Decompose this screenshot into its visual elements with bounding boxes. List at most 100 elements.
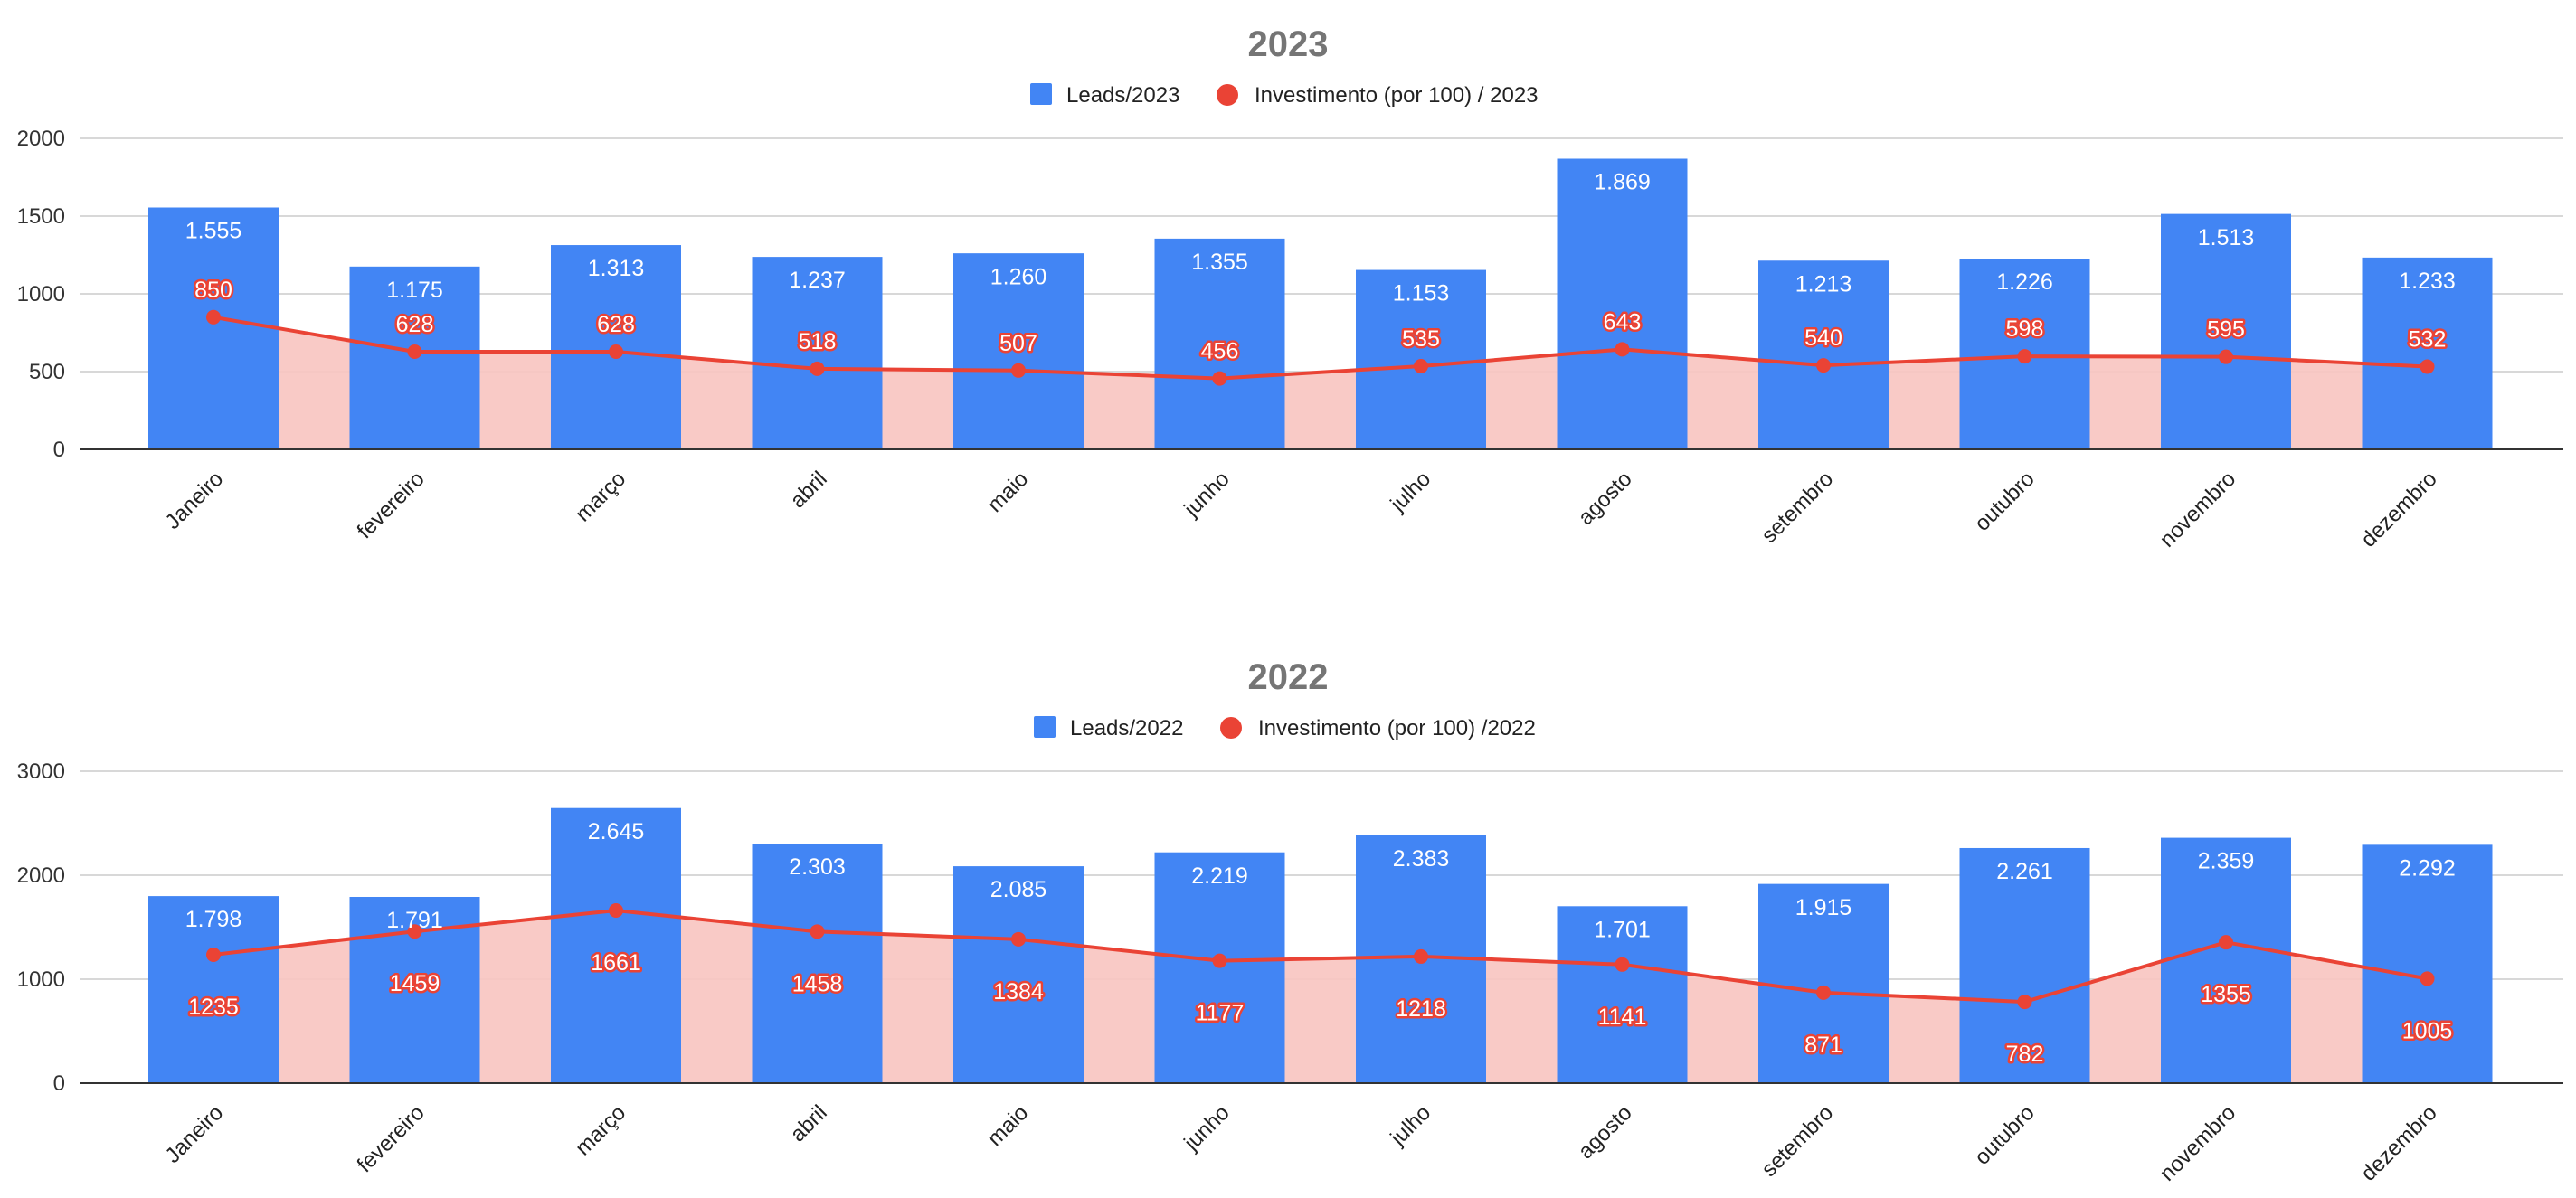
x-category-label: julho	[1386, 467, 1436, 517]
bar-data-label: 1.869	[1594, 170, 1651, 195]
line-point	[2420, 359, 2435, 374]
bar-data-label: 1.355	[1191, 250, 1248, 275]
x-category-label: abril	[786, 467, 832, 513]
x-category-label: março	[571, 467, 630, 526]
line-point	[1011, 363, 1026, 378]
bar	[953, 253, 1084, 449]
bar	[1758, 260, 1889, 449]
legend-swatch-bars	[1030, 83, 1052, 105]
y-tick-label: 0	[53, 1071, 65, 1096]
x-category-label: março	[571, 1100, 630, 1160]
line-point	[2420, 971, 2435, 986]
line-data-label: 1458	[792, 971, 843, 996]
x-category-label: fevereiro	[353, 467, 430, 543]
legend-swatch-line	[1217, 84, 1238, 106]
line-data-label: 628	[597, 312, 635, 337]
bar	[2362, 844, 2493, 1083]
bar	[1557, 906, 1688, 1083]
series-line	[213, 315, 2428, 381]
x-category-label: maio	[982, 467, 1033, 517]
line-data-label: 1661	[591, 950, 641, 976]
legend-swatch-bars	[1034, 716, 1056, 738]
y-tick-label: 3000	[17, 759, 65, 784]
x-category-label: agosto	[1574, 467, 1637, 530]
bar-data-label: 1.233	[2399, 269, 2456, 294]
x-category-label: Janeiro	[160, 1100, 228, 1168]
y-tick-label: 1500	[17, 204, 65, 229]
bar-data-label: 1.260	[990, 264, 1047, 289]
bar-data-label: 2.303	[789, 854, 846, 880]
bar-data-label: 1.313	[588, 256, 645, 281]
legend-label-line: Investimento (por 100) / 2023	[1255, 83, 1539, 108]
x-category-label: abril	[786, 1100, 832, 1146]
line-data-label: 456	[1201, 339, 1239, 364]
bar-data-label: 1.226	[1996, 269, 2053, 295]
bar-data-label: 1.153	[1393, 281, 1450, 307]
bar-data-label: 1.175	[386, 278, 443, 303]
bar-data-label: 1.798	[185, 907, 242, 932]
line-point	[206, 309, 221, 325]
line-data-label: 1384	[993, 979, 1044, 1005]
x-category-label: julho	[1386, 1100, 1436, 1151]
line-point	[1011, 931, 1026, 947]
line-point	[206, 947, 221, 962]
legend-swatch-line	[1220, 717, 1242, 739]
line-point	[609, 902, 623, 918]
line-point	[1414, 948, 1428, 964]
bar-data-label: 1.213	[1795, 271, 1852, 297]
line-point	[1212, 371, 1227, 386]
bar	[1758, 883, 1889, 1083]
bar	[1557, 158, 1688, 450]
line-data-label: 1005	[2402, 1018, 2453, 1043]
line-data-label: 507	[999, 331, 1037, 356]
legend-label-bars: Leads/2022	[1070, 716, 1183, 740]
bar	[2362, 257, 2493, 449]
line-point	[2017, 995, 2032, 1010]
line-data-label: 518	[799, 329, 837, 354]
bar-data-label: 2.645	[588, 819, 645, 844]
bar-data-label: 1.915	[1795, 895, 1852, 920]
bar-data-label: 1.791	[386, 908, 443, 933]
x-category-label: junho	[1179, 1100, 1234, 1156]
chart-title: 2023	[1248, 24, 1329, 64]
x-category-label: novembro	[2155, 1100, 2241, 1186]
x-category-label: Janeiro	[160, 467, 228, 534]
x-category-label: maio	[982, 1100, 1033, 1151]
area-fill	[213, 316, 2428, 449]
line-data-label: 1141	[1598, 1005, 1647, 1030]
x-category-label: setembro	[1757, 467, 1838, 548]
line-point	[810, 361, 825, 376]
line-point	[2219, 349, 2233, 364]
legend-label-line: Investimento (por 100) /2022	[1258, 716, 1536, 740]
bar-data-label: 1.237	[789, 268, 846, 293]
line-point	[1816, 985, 1831, 1000]
chart-title: 2022	[1248, 657, 1329, 697]
line-data-label: 871	[1804, 1033, 1842, 1058]
y-tick-label: 500	[29, 360, 65, 384]
line-point	[810, 924, 825, 939]
y-tick-label: 1000	[17, 967, 65, 992]
line-data-label: 782	[2006, 1042, 2044, 1067]
line-point	[1615, 957, 1630, 972]
bar-data-label: 1.701	[1594, 917, 1651, 942]
bar	[752, 844, 883, 1083]
line-data-label: 1177	[1196, 1001, 1245, 1026]
bar-data-label: 2.359	[2198, 849, 2255, 874]
line-data-label: 1218	[1396, 996, 1446, 1022]
line-point	[407, 924, 422, 939]
bar	[551, 807, 681, 1083]
bar	[953, 866, 1084, 1083]
x-category-label: setembro	[1757, 1100, 1838, 1182]
x-category-label: dezembro	[2356, 1100, 2442, 1186]
bar	[1959, 847, 2090, 1083]
line-data-label: 1235	[188, 995, 239, 1020]
area-fill	[213, 910, 2428, 1083]
x-category-label: outubro	[1970, 1100, 2040, 1170]
chart-2023: 2023 Leads/2023 Investimento (por 100) / 2…	[17, 24, 2563, 552]
x-category-label: dezembro	[2356, 467, 2442, 552]
x-category-label: novembro	[2155, 467, 2241, 552]
line-point	[1615, 342, 1630, 357]
line-point	[1212, 953, 1227, 968]
y-tick-label: 2000	[17, 863, 65, 888]
